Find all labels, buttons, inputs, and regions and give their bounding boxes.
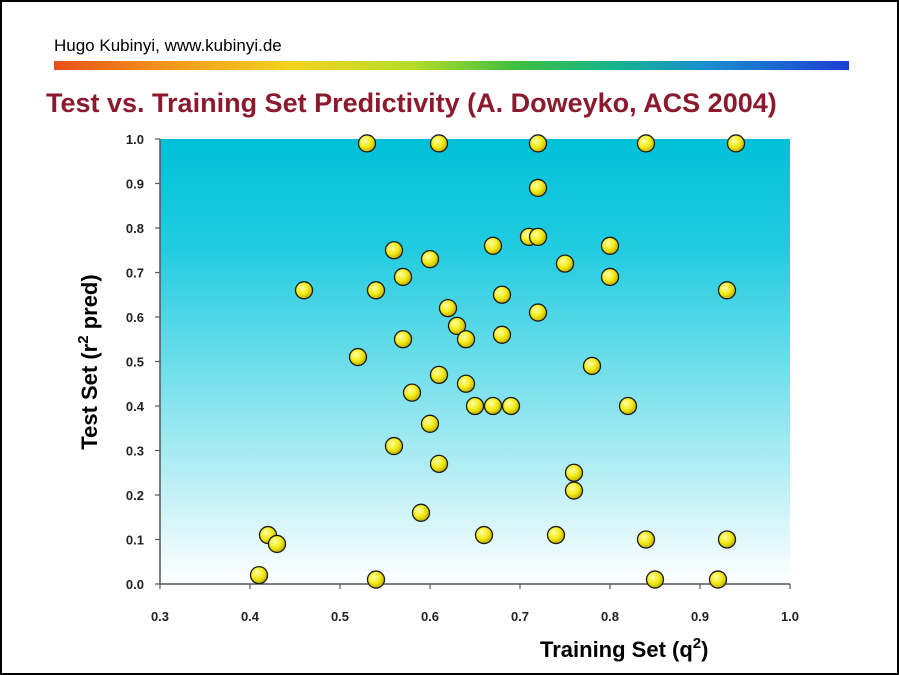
data-point <box>411 503 431 522</box>
data-point <box>600 236 620 255</box>
data-point <box>429 365 449 385</box>
author-credit: Hugo Kubinyi, www.kubinyi.de <box>54 36 282 55</box>
data-point <box>564 463 584 482</box>
y-tick-label: 0.2 <box>126 488 144 503</box>
data-point <box>717 530 737 549</box>
data-point <box>429 134 449 153</box>
data-point <box>528 178 548 198</box>
x-axis-title-main: Training Set (q <box>540 637 693 662</box>
data-point <box>402 383 422 402</box>
data-point <box>528 134 548 153</box>
data-point <box>438 298 458 318</box>
data-point <box>366 281 386 300</box>
y-tick-label: 0.4 <box>126 399 145 414</box>
data-point <box>420 414 440 433</box>
data-point <box>636 530 656 549</box>
data-point <box>708 570 728 589</box>
data-point <box>546 525 566 545</box>
x-tick-label: 1.0 <box>781 609 799 624</box>
plot-area <box>160 139 790 584</box>
axes: 0.0 0.1 0.2 0.3 0.4 0.5 0.6 0.7 0.8 0.9 1.0 0.3 0.4 0… <box>126 132 799 624</box>
y-tick-label: 0.0 <box>126 577 144 592</box>
x-tick-label: 0.9 <box>691 609 709 624</box>
data-point <box>357 134 377 153</box>
data-point <box>366 570 386 589</box>
y-tick-label: 0.1 <box>126 533 144 548</box>
y-tick-label: 0.5 <box>126 355 144 370</box>
y-tick-label: 0.8 <box>126 221 144 236</box>
data-point <box>393 330 413 349</box>
x-axis-title-end: ) <box>701 637 708 662</box>
x-tick-label: 0.5 <box>331 609 349 624</box>
data-point <box>483 236 503 255</box>
data-point <box>492 325 512 344</box>
data-point <box>645 570 665 589</box>
data-point <box>483 396 503 416</box>
slide-title: Test vs. Training Set Predictivity (A. D… <box>46 88 777 118</box>
data-point <box>636 134 656 153</box>
x-tick-label: 0.3 <box>151 609 169 624</box>
data-point <box>384 241 404 260</box>
data-point <box>465 396 485 416</box>
data-point <box>582 356 602 376</box>
data-point <box>456 330 476 349</box>
rainbow-divider <box>54 61 849 70</box>
y-tick-label: 1.0 <box>126 132 144 147</box>
data-point <box>294 281 314 300</box>
data-point <box>420 249 440 269</box>
y-tick-label: 0.7 <box>126 266 144 281</box>
x-axis-title-sup: 2 <box>693 635 701 652</box>
x-axis-title: Training Set (q2) <box>540 635 708 662</box>
x-tick-label: 0.6 <box>421 609 439 624</box>
x-tick-label: 0.7 <box>511 609 529 624</box>
data-point <box>384 436 404 456</box>
data-point <box>474 525 494 545</box>
y-axis-title-sup: 2 <box>75 335 92 343</box>
data-point <box>564 481 584 500</box>
data-point <box>528 303 548 322</box>
data-point <box>528 227 548 247</box>
data-point <box>618 396 638 416</box>
data-points <box>249 134 746 589</box>
y-axis-title: Test Set (r2 pred) <box>75 274 102 449</box>
data-point <box>492 285 512 304</box>
data-point <box>726 134 746 153</box>
y-axis-title-main: Test Set (r <box>77 343 102 449</box>
data-point <box>267 534 287 554</box>
y-tick-label: 0.6 <box>126 310 144 325</box>
data-point <box>555 254 575 273</box>
y-tick-label: 0.3 <box>126 444 144 459</box>
data-point <box>249 565 269 585</box>
data-point <box>600 267 620 287</box>
y-tick-label: 0.9 <box>126 177 144 192</box>
data-point <box>429 454 449 474</box>
data-point <box>393 267 413 287</box>
x-tick-label: 0.4 <box>241 609 260 624</box>
data-point <box>456 374 476 393</box>
x-tick-label: 0.8 <box>601 609 619 624</box>
data-point <box>348 347 368 367</box>
y-axis-title-end: pred) <box>77 274 102 335</box>
data-point <box>717 281 737 300</box>
data-point <box>501 396 521 416</box>
data-point <box>447 316 467 336</box>
